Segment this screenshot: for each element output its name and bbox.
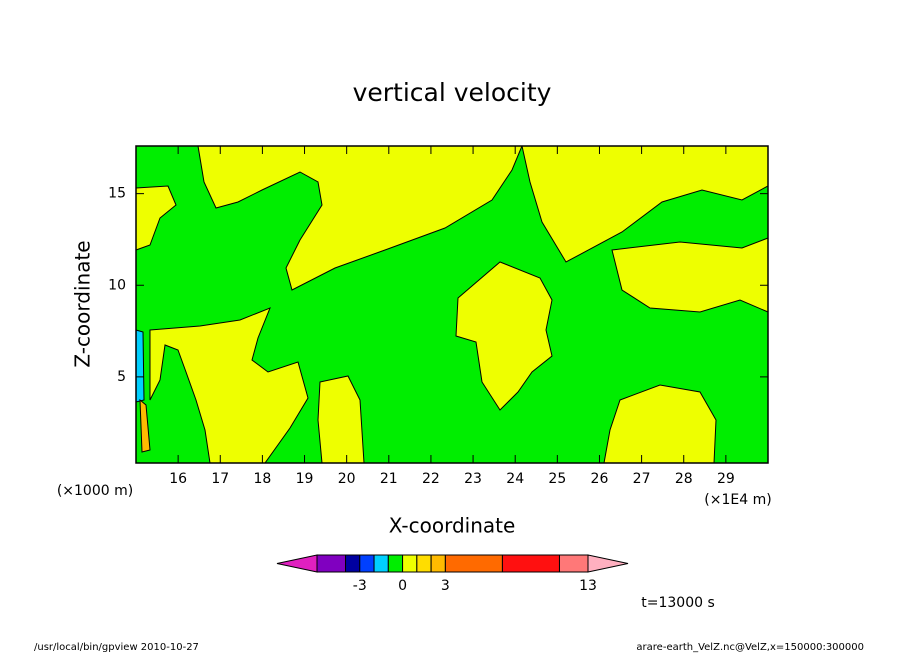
plot-frame: [135, 145, 769, 464]
contour-region: [139, 398, 151, 453]
x-tick-label: 22: [422, 471, 440, 487]
footer-left: /usr/local/bin/gpview 2010-10-27: [34, 642, 199, 653]
colorbar-cell: [416, 554, 432, 573]
x-tick-label: 23: [464, 471, 482, 487]
y-unit: (×1000 m): [57, 483, 133, 499]
contour-region: [149, 307, 309, 464]
x-tick-label: 24: [506, 471, 524, 487]
y-tick-label: 5: [117, 369, 126, 385]
colorbar-cell: [316, 554, 347, 573]
colorbar-cell: [444, 554, 503, 573]
footer-right: arare-earth_VelZ.nc@VelZ,x=150000:300000: [636, 642, 864, 653]
contour-region: [455, 261, 553, 411]
x-tick-label: 18: [253, 471, 271, 487]
chart-title: vertical velocity: [353, 78, 552, 107]
x-tick-label: 25: [548, 471, 566, 487]
colorbar-tick-label: 3: [441, 578, 450, 594]
colorbar-cell: [402, 554, 418, 573]
y-tick-label: 15: [108, 186, 126, 202]
x-tick-label: 27: [633, 471, 651, 487]
contour-region: [197, 145, 523, 291]
colorbar-cell: [359, 554, 375, 573]
x-tick-label: 29: [717, 471, 735, 487]
x-tick-label: 28: [675, 471, 693, 487]
colorbar-tick-label: 13: [579, 578, 597, 594]
colorbar-cell: [387, 554, 404, 573]
x-tick-label: 19: [296, 471, 314, 487]
colorbar-cell: [430, 554, 446, 573]
time-label: t=13000 s: [641, 595, 715, 611]
colorbar-cell: [373, 554, 389, 573]
x-unit: (×1E4 m): [704, 492, 771, 508]
x-tick-label: 20: [338, 471, 356, 487]
x-tick-label: 21: [380, 471, 398, 487]
colorbar-cell: [501, 554, 560, 573]
contour-region: [135, 329, 145, 403]
contour-region: [611, 237, 769, 313]
colorbar-cell: [276, 554, 318, 573]
colorbar-tick-label: -3: [353, 578, 367, 594]
colorbar-tick-label: 0: [398, 578, 407, 594]
y-tick-label: 10: [108, 277, 126, 293]
x-tick-label: 16: [169, 471, 187, 487]
contour-region: [603, 384, 717, 464]
y-axis-label: Z-coordinate: [71, 240, 95, 367]
colorbar-cell: [587, 554, 629, 573]
colorbar-cell: [558, 554, 589, 573]
plot-area: [135, 145, 769, 464]
colorbar-cell: [345, 554, 361, 573]
x-tick-label: 26: [591, 471, 609, 487]
x-tick-label: 17: [211, 471, 229, 487]
x-axis-label: X-coordinate: [389, 514, 516, 538]
